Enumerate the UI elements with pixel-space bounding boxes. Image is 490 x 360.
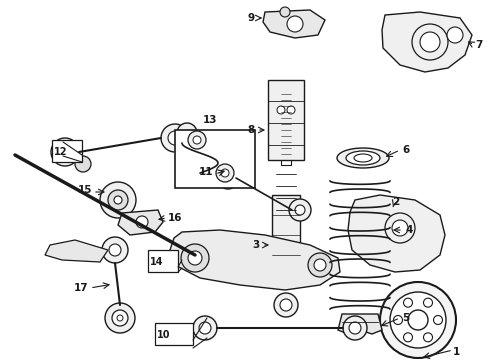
Circle shape bbox=[109, 244, 121, 256]
Text: 13: 13 bbox=[203, 115, 217, 125]
Circle shape bbox=[349, 322, 361, 334]
Circle shape bbox=[114, 196, 122, 204]
Text: 9: 9 bbox=[248, 13, 255, 23]
Circle shape bbox=[434, 315, 442, 324]
Text: 14: 14 bbox=[150, 257, 164, 267]
Text: 10: 10 bbox=[157, 330, 171, 340]
Circle shape bbox=[385, 213, 415, 243]
Circle shape bbox=[420, 32, 440, 52]
Polygon shape bbox=[170, 230, 340, 290]
Bar bbox=[175, 130, 255, 188]
Polygon shape bbox=[45, 240, 108, 262]
Circle shape bbox=[280, 7, 290, 17]
Circle shape bbox=[287, 16, 303, 32]
Circle shape bbox=[100, 182, 136, 218]
Circle shape bbox=[216, 164, 234, 182]
Circle shape bbox=[274, 293, 298, 317]
Circle shape bbox=[295, 205, 305, 215]
Bar bbox=[155, 323, 193, 345]
Circle shape bbox=[289, 199, 311, 221]
Circle shape bbox=[423, 298, 433, 307]
Ellipse shape bbox=[337, 148, 389, 168]
Circle shape bbox=[136, 216, 148, 228]
Circle shape bbox=[161, 124, 189, 152]
Circle shape bbox=[412, 24, 448, 60]
Circle shape bbox=[403, 333, 413, 342]
Circle shape bbox=[108, 190, 128, 210]
Bar bbox=[281, 85, 291, 165]
Ellipse shape bbox=[346, 151, 380, 165]
Bar bbox=[148, 250, 178, 272]
Circle shape bbox=[199, 322, 211, 334]
Text: 3: 3 bbox=[253, 240, 260, 250]
Circle shape bbox=[287, 106, 295, 114]
Circle shape bbox=[181, 244, 209, 272]
Circle shape bbox=[343, 316, 367, 340]
Circle shape bbox=[280, 299, 292, 311]
Text: 5: 5 bbox=[402, 313, 409, 323]
Ellipse shape bbox=[354, 154, 372, 162]
Circle shape bbox=[380, 282, 456, 358]
Circle shape bbox=[102, 237, 128, 263]
Circle shape bbox=[105, 303, 135, 333]
Circle shape bbox=[117, 315, 123, 321]
Bar bbox=[272, 195, 300, 270]
Text: 8: 8 bbox=[248, 125, 255, 135]
Polygon shape bbox=[348, 195, 445, 272]
Polygon shape bbox=[382, 12, 472, 72]
Text: 2: 2 bbox=[392, 197, 399, 207]
Circle shape bbox=[177, 123, 197, 143]
Circle shape bbox=[393, 315, 402, 324]
Circle shape bbox=[308, 253, 332, 277]
Bar bbox=[268, 80, 304, 160]
Text: 7: 7 bbox=[475, 40, 482, 50]
Polygon shape bbox=[118, 210, 163, 235]
Text: 16: 16 bbox=[168, 213, 182, 223]
Circle shape bbox=[314, 259, 326, 271]
Circle shape bbox=[423, 333, 433, 342]
Circle shape bbox=[390, 292, 446, 348]
Circle shape bbox=[223, 173, 233, 183]
Circle shape bbox=[188, 131, 206, 149]
Circle shape bbox=[193, 136, 201, 144]
Circle shape bbox=[277, 106, 285, 114]
Circle shape bbox=[447, 27, 463, 43]
Circle shape bbox=[217, 167, 239, 189]
Circle shape bbox=[403, 298, 413, 307]
Text: 15: 15 bbox=[77, 185, 92, 195]
Text: 4: 4 bbox=[405, 225, 413, 235]
Text: 6: 6 bbox=[402, 145, 409, 155]
Circle shape bbox=[51, 138, 79, 166]
Circle shape bbox=[75, 156, 91, 172]
Bar bbox=[52, 140, 82, 162]
Text: 11: 11 bbox=[198, 167, 213, 177]
Text: 17: 17 bbox=[74, 283, 88, 293]
Circle shape bbox=[188, 251, 202, 265]
Text: 12: 12 bbox=[54, 147, 68, 157]
Circle shape bbox=[408, 310, 428, 330]
Circle shape bbox=[193, 316, 217, 340]
Circle shape bbox=[58, 145, 72, 159]
Circle shape bbox=[221, 169, 229, 177]
Polygon shape bbox=[263, 10, 325, 38]
Circle shape bbox=[112, 310, 128, 326]
Circle shape bbox=[168, 131, 182, 145]
Polygon shape bbox=[338, 314, 382, 334]
Circle shape bbox=[392, 220, 408, 236]
Text: 1: 1 bbox=[453, 347, 460, 357]
